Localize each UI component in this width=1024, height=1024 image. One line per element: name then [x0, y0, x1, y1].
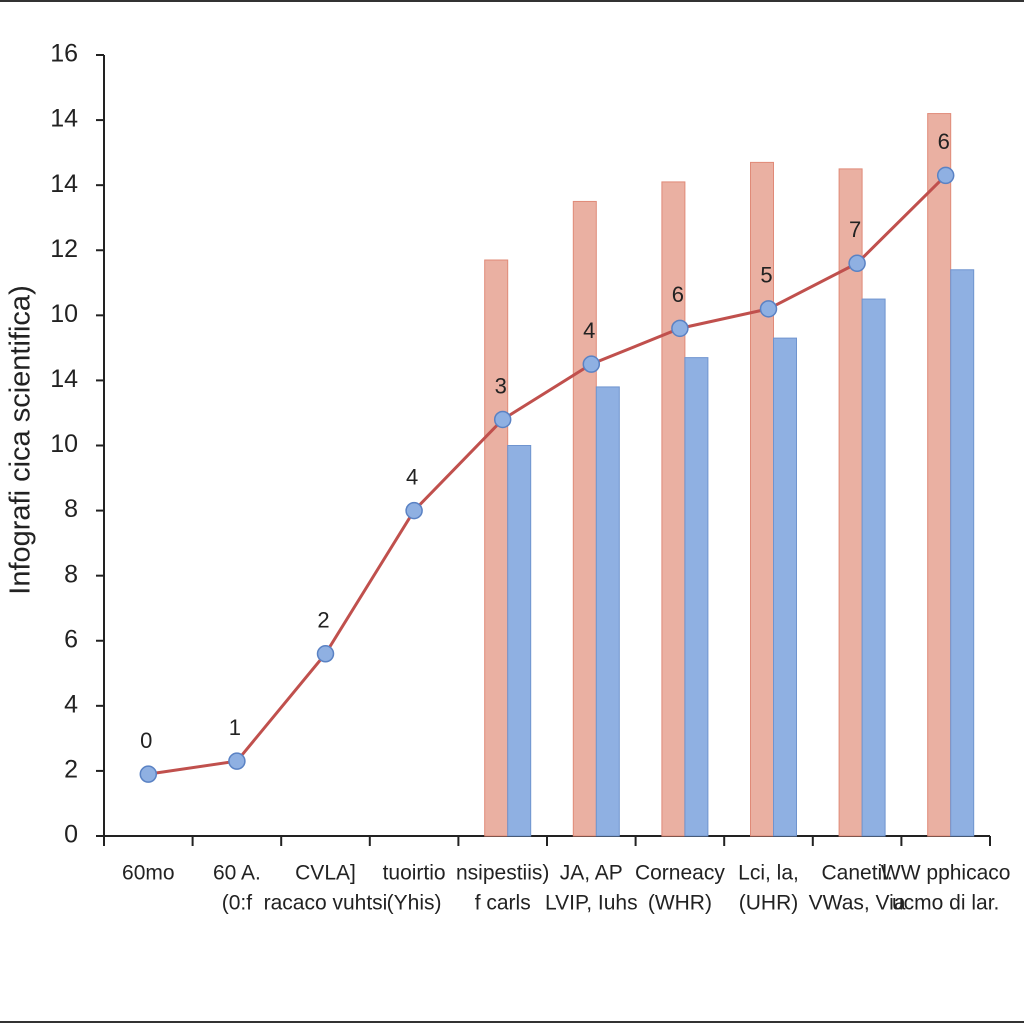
marker [759, 300, 778, 318]
point-annotation: 3 [495, 373, 507, 398]
x-tick-label: Lci, la, [738, 862, 799, 885]
bar [572, 200, 597, 837]
point-annotation: 7 [849, 217, 861, 242]
x-tick-label: 60mo [122, 862, 175, 885]
point-annotation: 4 [406, 464, 418, 489]
marker [228, 752, 246, 770]
bar [927, 113, 952, 837]
x-tick-label: LVIP, Iuhs [545, 892, 638, 915]
x-tick-label: CVLA] [295, 862, 356, 885]
x-tick-label: f carls [475, 892, 531, 915]
x-tick-label: Corneacy [635, 862, 725, 885]
y-tick-label: 12 [50, 235, 78, 263]
marker [316, 645, 335, 663]
marker [671, 319, 689, 338]
marker [848, 254, 866, 273]
point-annotation: 6 [938, 129, 950, 154]
y-tick-label: 10 [50, 430, 78, 458]
point-annotation: 4 [583, 318, 595, 343]
y-axis-label: Infografi cica scientifica) [5, 285, 37, 594]
point-annotation: 6 [672, 282, 684, 307]
x-tick-label: ucmo di lar. [892, 892, 999, 915]
y-tick-label: 16 [50, 40, 78, 68]
marker [405, 501, 423, 520]
point-annotation: 2 [317, 608, 329, 633]
bar [661, 181, 686, 837]
marker [582, 355, 601, 373]
x-tick-label: (0:f [222, 892, 253, 915]
x-tick-label: Canetil. [821, 862, 892, 885]
y-tick-label: 14 [50, 105, 78, 133]
x-tick-label: (WHR) [648, 892, 712, 915]
bar [773, 337, 797, 837]
y-tick-label: 14 [50, 365, 78, 393]
bar [950, 269, 975, 837]
x-tick-label: nsipestiis) [456, 862, 549, 885]
y-tick-label: 8 [64, 495, 78, 523]
y-tick-label: 4 [64, 690, 78, 718]
y-tick-label: 2 [64, 756, 78, 784]
bar [484, 259, 509, 837]
bar [507, 445, 532, 837]
bar [861, 298, 886, 837]
line [148, 174, 947, 776]
x-tick-label: WW pphicaco [881, 862, 1011, 885]
x-tick-label: VWas, Via [809, 892, 906, 915]
x-tick-label: racaco vuhtsi [264, 892, 388, 915]
y-tick-label: 8 [64, 560, 78, 588]
x-tick-label: (Yhis) [387, 892, 442, 915]
y-tick-label: 0 [64, 821, 78, 849]
point-annotation: 0 [140, 728, 152, 753]
point-annotation: 1 [229, 715, 241, 740]
x-tick-label: JA, AP [560, 862, 623, 885]
marker [493, 410, 512, 429]
marker [936, 166, 955, 185]
bar [595, 386, 620, 837]
x-tick-label: tuoirtio [383, 862, 446, 885]
y-tick-label: 10 [50, 300, 78, 328]
y-tick-label: 14 [50, 170, 78, 198]
point-annotation: 5 [760, 263, 772, 288]
bar [684, 357, 709, 837]
y-tick-label: 6 [64, 625, 78, 653]
x-tick-label: (UHR) [739, 892, 798, 915]
x-tick-label: 60 A. [213, 862, 261, 885]
marker [139, 765, 158, 783]
